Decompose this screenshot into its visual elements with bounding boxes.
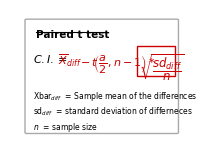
Text: Xbar$_{diff}$  = Sample mean of the differences: Xbar$_{diff}$ = Sample mean of the diffe… [33, 90, 197, 103]
Text: $\sqrt{\dfrac{sd_{diff}}{n}}$: $\sqrt{\dfrac{sd_{diff}}{n}}$ [139, 53, 184, 83]
Text: $-\,t\!\left(\dfrac{a}{2},n-1\right)*$: $-\,t\!\left(\dfrac{a}{2},n-1\right)*$ [80, 53, 156, 75]
FancyBboxPatch shape [25, 19, 178, 134]
Text: sd$_{diff}$  = standard deviation of differneces: sd$_{diff}$ = standard deviation of diff… [33, 105, 192, 118]
Text: $C.I.=$: $C.I.=$ [33, 53, 68, 65]
Text: Paired t test: Paired t test [36, 30, 109, 40]
Text: $\overline{X}_{diff}$: $\overline{X}_{diff}$ [58, 53, 82, 69]
Text: $n$  = sample size: $n$ = sample size [33, 121, 98, 134]
